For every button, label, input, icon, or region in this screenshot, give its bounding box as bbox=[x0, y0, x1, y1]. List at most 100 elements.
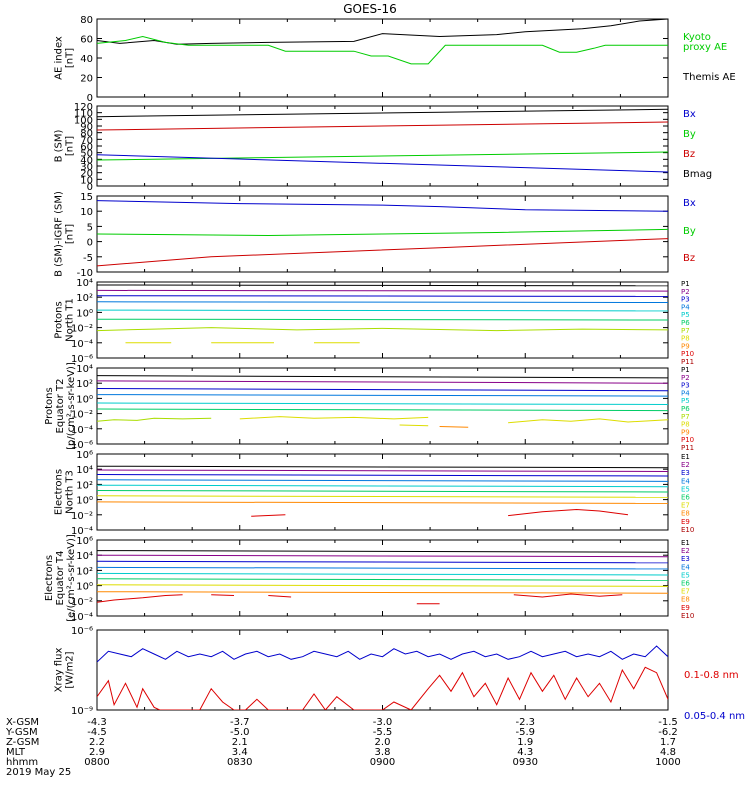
y-axis-label: Electrons bbox=[44, 555, 55, 601]
series-line-0 bbox=[97, 550, 668, 553]
y-tick-label: 10⁶ bbox=[76, 450, 93, 461]
legend-entry: P11 bbox=[681, 358, 694, 366]
y-tick-label: 15 bbox=[80, 192, 93, 203]
legend-entry: P10 bbox=[681, 436, 694, 444]
series-line-2 bbox=[97, 388, 668, 392]
legend-entry: E6 bbox=[681, 494, 690, 502]
y-tick-label: 80 bbox=[80, 129, 93, 140]
series-line-2 bbox=[97, 295, 668, 297]
legend-entry: proxy AE bbox=[683, 42, 727, 53]
y-tick-label: 10⁻² bbox=[71, 324, 93, 335]
y-axis-label: Xray flux bbox=[54, 648, 65, 693]
legend-entry: P8 bbox=[681, 421, 690, 429]
legend-entry: Bz bbox=[683, 149, 695, 160]
panel-frame bbox=[96, 18, 669, 98]
y-axis-label: B (SM) bbox=[54, 129, 65, 162]
series-line-5 bbox=[97, 318, 668, 321]
y-axis-label: Electrons bbox=[54, 469, 65, 515]
panel-frame bbox=[96, 367, 669, 445]
x-axis-tick-value: 2.2 bbox=[89, 737, 105, 748]
y-tick-label: 120 bbox=[74, 102, 93, 113]
x-axis-tick-value: -3.7 bbox=[230, 717, 250, 728]
legend-entry: E3 bbox=[681, 555, 690, 563]
series-line-0 bbox=[97, 375, 668, 379]
legend-entry: Bz bbox=[683, 253, 695, 264]
panel-pT2: 10⁴ 10² 10⁰ 10⁻² 10⁻⁴ 10⁻⁶ Protons Equator T2 [p… bbox=[44, 362, 694, 452]
y-tick-label: 10⁴ bbox=[76, 364, 93, 375]
panel-bigrf: -10 -5 0 5 10 15 B (SM)-IGRF (SM) [nT] Bx By Bz bbox=[54, 191, 696, 279]
y-axis-label: North T3 bbox=[65, 470, 76, 514]
y-tick-label: 10⁰ bbox=[76, 496, 93, 507]
series-line-10 bbox=[439, 426, 469, 428]
series-line-3 bbox=[97, 394, 668, 397]
y-tick-label: 10⁻⁶ bbox=[71, 626, 93, 637]
series-line-1 bbox=[97, 469, 668, 472]
y-axis-label: B (SM)-IGRF (SM) bbox=[54, 191, 65, 277]
legend-entry: Themis AE bbox=[682, 72, 736, 83]
series-line-8 bbox=[508, 418, 668, 424]
y-axis-label: [nT] bbox=[65, 48, 76, 68]
series-line-1 bbox=[97, 554, 668, 558]
series-line-8 bbox=[251, 514, 286, 517]
y-axis-label: AE index bbox=[54, 36, 65, 80]
y-axis-label: [nT] bbox=[65, 224, 76, 244]
legend-entry: P2 bbox=[681, 288, 690, 296]
legend-entry: 0.05-0.4 nm bbox=[684, 711, 745, 722]
series-line-7 bbox=[97, 501, 668, 504]
series-line-1 bbox=[97, 35, 668, 65]
series-line-7 bbox=[97, 591, 668, 594]
legend-entry: P11 bbox=[681, 444, 694, 452]
legend-entry: E8 bbox=[681, 596, 690, 604]
x-axis-tick-value: -4.3 bbox=[87, 717, 107, 728]
legend-entry: P1 bbox=[681, 280, 690, 288]
legend-entry: By bbox=[683, 226, 696, 237]
legend-entry: E4 bbox=[681, 477, 690, 485]
y-tick-label: 60 bbox=[80, 35, 93, 46]
x-axis-tick-value: 3.4 bbox=[232, 747, 248, 758]
series-line-0 bbox=[97, 645, 668, 663]
series-line-2 bbox=[97, 151, 668, 161]
legend-entry: P6 bbox=[681, 405, 690, 413]
series-line-3 bbox=[97, 566, 668, 570]
legend-entry: P8 bbox=[681, 335, 690, 343]
series-line-12 bbox=[513, 593, 623, 598]
legend-entry: E5 bbox=[681, 571, 690, 579]
series-line-1 bbox=[97, 666, 668, 710]
x-axis-tick-value: -4.5 bbox=[87, 727, 107, 738]
x-axis-tick-value: 1000 bbox=[655, 757, 680, 768]
series-line-6 bbox=[97, 417, 212, 422]
legend-entry: E6 bbox=[681, 580, 690, 588]
y-tick-label: -5 bbox=[83, 253, 93, 264]
x-axis-tick-value: 0930 bbox=[513, 757, 538, 768]
y-tick-label: 5 bbox=[87, 222, 93, 233]
legend-entry: P5 bbox=[681, 397, 690, 405]
x-axis-tick-value: -5.9 bbox=[515, 727, 535, 738]
x-axis-tick-value: 1.9 bbox=[517, 737, 533, 748]
date-label: 2019 May 25 bbox=[6, 767, 71, 778]
legend-entry: 0.1-0.8 nm bbox=[684, 670, 739, 681]
y-axis-label: [e/(cm²-s-sr-keV)] bbox=[66, 534, 77, 622]
x-axis-tick-value: 2.0 bbox=[375, 737, 391, 748]
y-tick-label: 10⁻⁶ bbox=[71, 354, 93, 365]
y-tick-label: 0 bbox=[87, 93, 93, 104]
y-tick-label: 90 bbox=[80, 122, 93, 133]
x-axis-tick-value: -2.3 bbox=[515, 717, 535, 728]
y-tick-label: 10⁴ bbox=[76, 465, 93, 476]
legend-entry: E9 bbox=[681, 518, 690, 526]
legend-entry: E5 bbox=[681, 485, 690, 493]
series-line-6 bbox=[97, 327, 668, 332]
series-line-5 bbox=[97, 408, 668, 412]
y-tick-label: 10⁰ bbox=[76, 308, 93, 319]
y-tick-label: 40 bbox=[80, 54, 93, 65]
y-tick-label: 10⁻⁴ bbox=[71, 339, 93, 350]
x-axis-tick-value: 0800 bbox=[84, 757, 109, 768]
y-axis-label: [p/(cm²-s-sr-keV)] bbox=[66, 362, 77, 450]
y-tick-label: 10 bbox=[80, 175, 93, 186]
y-tick-label: 10⁴ bbox=[76, 551, 93, 562]
x-axis-tick-value: 4.8 bbox=[660, 747, 676, 758]
x-axis-tick-value: 3.8 bbox=[375, 747, 391, 758]
y-axis-label: Protons bbox=[54, 301, 65, 338]
series-line-9 bbox=[399, 424, 429, 427]
legend-entry: E2 bbox=[681, 461, 690, 469]
